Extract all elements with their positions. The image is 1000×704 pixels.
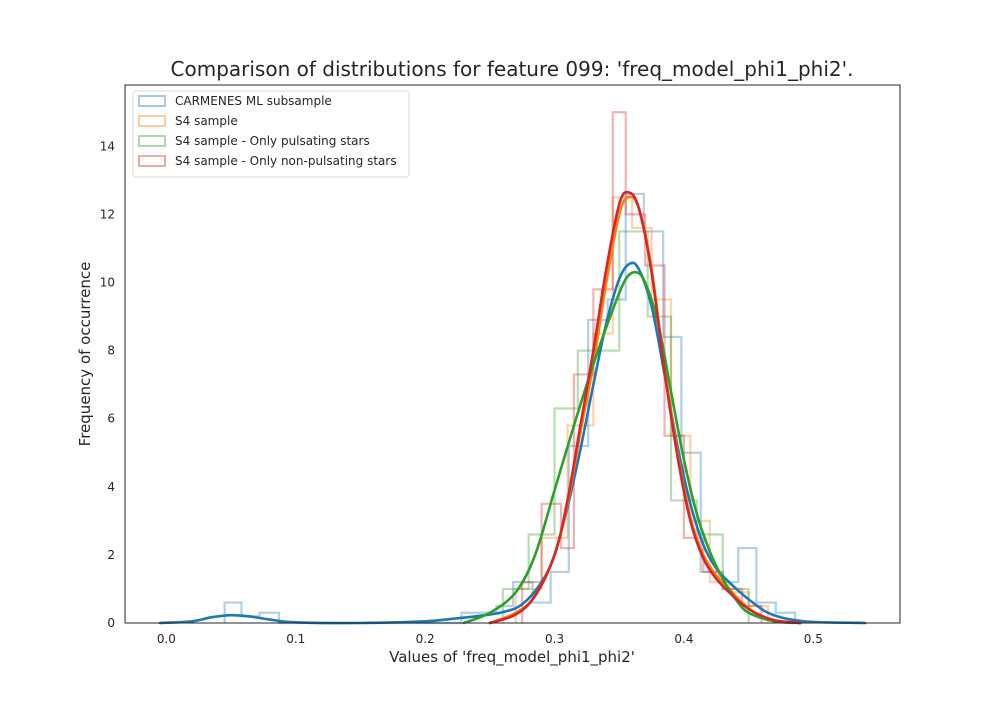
plot-area [124, 84, 901, 625]
y-axis-label: Frequency of occurrence [76, 262, 94, 447]
legend-swatch [138, 95, 166, 107]
x-axis: 0.0 0.1 0.2 0.3 0.4 0.5 [157, 632, 823, 646]
y-tick-label: 8 [107, 344, 115, 358]
legend-label: CARMENES ML subsample [175, 94, 332, 108]
legend-swatch [138, 115, 166, 127]
x-tick-label: 0.2 [416, 632, 435, 646]
y-tick-label: 12 [100, 207, 115, 221]
x-tick-label: 0.1 [286, 632, 305, 646]
legend-swatch [138, 135, 166, 147]
legend: CARMENES ML subsample S4 sample S4 sample … [132, 90, 410, 178]
x-tick-label: 0.5 [804, 632, 823, 646]
kde-line-3 [488, 190, 802, 625]
y-tick-label: 2 [107, 548, 115, 562]
y-axis: 0 2 4 6 8 10 12 14 [100, 139, 115, 630]
y-tick-label: 10 [100, 275, 115, 289]
legend-swatch [138, 155, 166, 167]
y-tick-label: 6 [107, 412, 115, 426]
y-tick-label: 0 [107, 616, 115, 630]
chart-title: Comparison of distributions for feature … [171, 57, 854, 81]
histogram-2 [501, 230, 750, 623]
x-tick-label: 0.4 [674, 632, 693, 646]
kde-line-0 [158, 261, 867, 625]
y-tick-label: 14 [100, 139, 115, 153]
legend-label: S4 sample - Only pulsating stars [175, 134, 370, 148]
legend-box [132, 90, 410, 178]
legend-label: S4 sample [175, 114, 238, 128]
y-tick-label: 4 [107, 480, 115, 494]
x-tick-label: 0.0 [157, 632, 176, 646]
legend-label: S4 sample - Only non-pulsating stars [175, 154, 397, 168]
x-axis-label: Values of 'freq_model_phi1_phi2' [389, 648, 635, 667]
plot-frame [124, 84, 901, 624]
x-tick-label: 0.3 [545, 632, 564, 646]
